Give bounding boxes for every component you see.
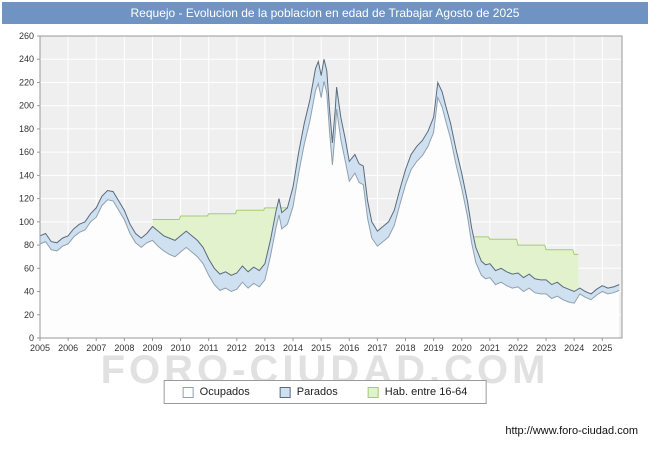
x-axis-label: 2010 bbox=[171, 343, 191, 353]
line-ocupados bbox=[39, 81, 620, 304]
chart-title-bar: Requejo - Evolucion de la poblacion en e… bbox=[2, 2, 648, 24]
legend-swatch-hab-16-64 bbox=[367, 386, 379, 398]
legend-label-ocupados: Ocupados bbox=[199, 386, 250, 398]
y-axis-label: 120 bbox=[19, 194, 34, 204]
x-axis-label: 2012 bbox=[227, 343, 247, 353]
x-axis-label: 2022 bbox=[508, 343, 528, 353]
x-axis-label: 2006 bbox=[58, 343, 78, 353]
x-axis-label: 2005 bbox=[30, 343, 50, 353]
x-axis-label: 2018 bbox=[395, 343, 415, 353]
legend-item-parados: Parados bbox=[279, 386, 338, 398]
x-axis-label: 2014 bbox=[283, 343, 303, 353]
x-axis-label: 2009 bbox=[142, 343, 162, 353]
y-axis-label: 20 bbox=[24, 310, 34, 320]
y-axis-label: 200 bbox=[19, 101, 34, 111]
x-axis-label: 2007 bbox=[86, 343, 106, 353]
line-parados_total bbox=[39, 59, 620, 295]
legend-swatch-parados bbox=[279, 386, 291, 398]
y-axis-label: 220 bbox=[19, 77, 34, 87]
y-axis-label: 60 bbox=[24, 263, 34, 273]
legend-swatch-ocupados bbox=[182, 386, 194, 398]
y-axis-label: 180 bbox=[19, 124, 34, 134]
y-axis-label: 100 bbox=[19, 217, 34, 227]
x-axis-label: 2013 bbox=[255, 343, 275, 353]
y-axis-label: 0 bbox=[29, 333, 34, 343]
x-axis-label: 2016 bbox=[339, 343, 359, 353]
area-ocupados bbox=[40, 81, 620, 339]
legend-label-hab-16-64: Hab. entre 16-64 bbox=[384, 386, 468, 398]
x-axis-label: 2023 bbox=[536, 343, 556, 353]
line-hab_16_64 bbox=[470, 236, 579, 255]
x-axis-label: 2017 bbox=[367, 343, 387, 353]
y-axis-label: 160 bbox=[19, 147, 34, 157]
y-axis-label: 240 bbox=[19, 54, 34, 64]
x-axis-label: 2020 bbox=[452, 343, 472, 353]
y-axis-label: 260 bbox=[19, 31, 34, 41]
plot-border bbox=[39, 35, 623, 339]
x-axis-label: 2008 bbox=[114, 343, 134, 353]
page-title: Requejo - Evolucion de la poblacion en e… bbox=[130, 6, 520, 20]
x-axis-label: 2024 bbox=[564, 343, 584, 353]
chart-legend: Ocupados Parados Hab. entre 16-64 bbox=[163, 380, 487, 404]
legend-label-parados: Parados bbox=[296, 386, 338, 398]
x-axis-label: 2011 bbox=[199, 343, 218, 353]
foro-ciudad-link[interactable]: http://www.foro-ciudad.com bbox=[505, 425, 638, 437]
legend-item-hab-16-64: Hab. entre 16-64 bbox=[367, 386, 468, 398]
y-axis-label: 40 bbox=[24, 287, 34, 297]
y-axis-label: 140 bbox=[19, 170, 34, 180]
x-axis-label: 2019 bbox=[424, 343, 444, 353]
line-hab_16_64 bbox=[152, 207, 292, 220]
legend-item-ocupados: Ocupados bbox=[182, 386, 250, 398]
y-axis-label: 80 bbox=[24, 240, 34, 250]
x-axis-label: 2015 bbox=[311, 343, 331, 353]
x-axis-label: 2025 bbox=[592, 343, 612, 353]
x-axis-label: 2021 bbox=[480, 343, 500, 353]
